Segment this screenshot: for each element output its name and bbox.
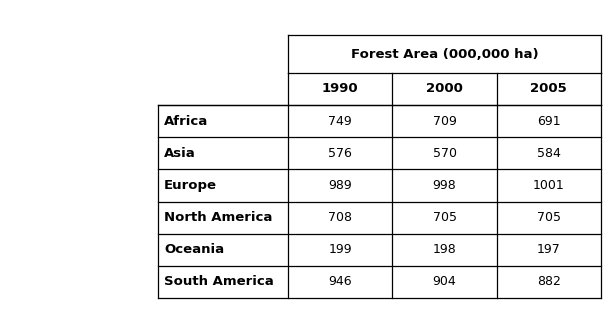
Text: 570: 570 <box>432 147 456 160</box>
Text: 197: 197 <box>537 243 561 256</box>
Text: South America: South America <box>164 275 274 288</box>
Text: 2000: 2000 <box>426 82 463 95</box>
Text: Europe: Europe <box>164 179 217 192</box>
Text: Oceania: Oceania <box>164 243 224 256</box>
Text: 691: 691 <box>537 114 561 127</box>
Text: North America: North America <box>164 211 273 224</box>
Text: 198: 198 <box>433 243 456 256</box>
Text: 2005: 2005 <box>530 82 567 95</box>
Text: 749: 749 <box>328 114 352 127</box>
Text: 998: 998 <box>433 179 456 192</box>
Text: 946: 946 <box>328 275 352 288</box>
Text: 989: 989 <box>328 179 352 192</box>
Text: 709: 709 <box>432 114 456 127</box>
Text: 904: 904 <box>433 275 456 288</box>
Text: Africa: Africa <box>164 114 208 127</box>
Text: Forest Area (000,000 ha): Forest Area (000,000 ha) <box>351 48 538 61</box>
Text: 1990: 1990 <box>322 82 359 95</box>
Text: 705: 705 <box>432 211 456 224</box>
Text: 708: 708 <box>328 211 352 224</box>
Text: 576: 576 <box>328 147 352 160</box>
Text: 199: 199 <box>328 243 352 256</box>
Text: 584: 584 <box>537 147 561 160</box>
Text: 705: 705 <box>537 211 561 224</box>
Text: 882: 882 <box>537 275 561 288</box>
Text: Asia: Asia <box>164 147 196 160</box>
Text: 1001: 1001 <box>533 179 565 192</box>
